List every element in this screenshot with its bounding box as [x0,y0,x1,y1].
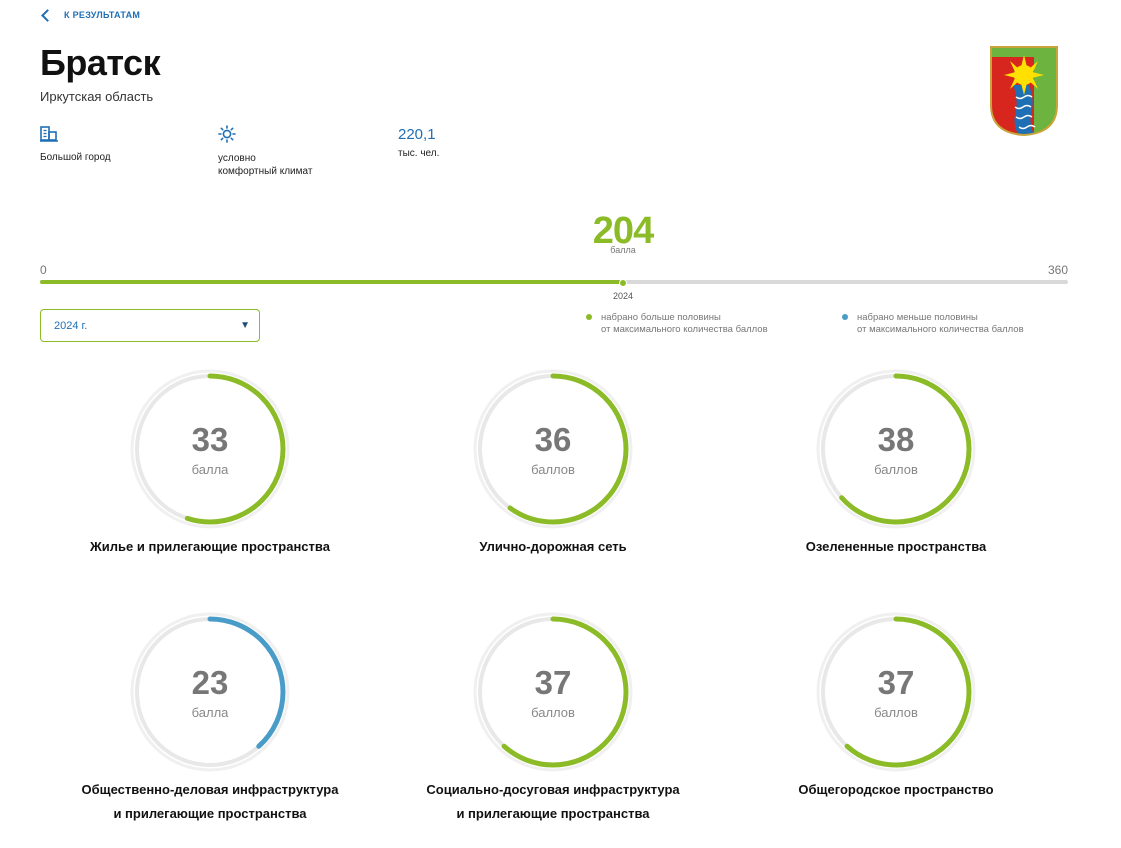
year-marker-label: 2024 [612,291,634,301]
chevron-left-icon [41,8,54,22]
category-title-line2: и прилегающие пространства [456,806,650,821]
population-unit: тыс. чел. [398,148,440,159]
category-score-value: 23 [191,664,229,701]
legend-below-line2: от максимального количества баллов [857,324,1024,335]
category-score-unit: баллов [874,705,918,720]
page-title: Братск [40,42,161,83]
category-score-value: 37 [877,664,915,701]
climate-label-line1: условно [218,153,256,164]
sun-icon [218,125,236,143]
category-title-line1: Улично-дорожная сеть [479,539,627,554]
city-size-fact: Большой город [40,126,111,164]
score-ring-graphic [130,369,290,529]
category-score-ring[interactable]: 33 балла [130,369,290,529]
category-score-value: 37 [534,664,572,701]
category-score-ring[interactable]: 37 баллов [473,612,633,772]
category-score-ring[interactable]: 38 баллов [816,369,976,529]
back-link-label: К РЕЗУЛЬТАТАМ [64,10,141,20]
back-to-results-link[interactable]: К РЕЗУЛЬТАТАМ [40,8,141,22]
category-score-unit: балла [191,705,229,720]
city-emblem [990,46,1058,137]
category-title-line1: Общегородское пространство [798,782,994,797]
category-score-unit: баллов [531,462,575,477]
ring-progress-arc [477,616,629,768]
legend-below-half: набрано меньше половины от максимального… [842,312,1082,340]
city-size-label: Большой город [40,152,111,163]
legend-above-line1: набрано больше половины [601,312,721,323]
category-title: Социально-досуговая инфраструктура и прил… [393,778,713,826]
category-score-ring[interactable]: 36 баллов [473,369,633,529]
scale-min-label: 0 [40,263,47,277]
category-title-line1: Жилье и прилегающие пространства [90,539,330,554]
climate-fact: условно комфортный климат [218,125,312,178]
total-score-unit: балла [610,245,636,255]
category-score-unit: баллов [531,705,575,720]
category-title: Озелененные пространства [736,535,1056,559]
category-title-line1: Социально-досуговая инфраструктура [426,782,680,797]
green-dot-icon [586,314,592,320]
ring-background [473,612,633,772]
year-select-value: 2024 г. [54,320,88,332]
score-ring-graphic [130,612,290,772]
ring-background [816,369,976,529]
category-score-value: 36 [534,421,572,458]
scale-max-label: 360 [1047,263,1068,277]
ring-progress-arc [477,373,629,525]
dropdown-arrow-icon: ▼ [240,320,250,331]
category-title-line1: Общественно-деловая инфраструктура [81,782,339,797]
region-label: Иркутская область [40,89,154,104]
category-score-value: 38 [877,421,915,458]
category-title-line1: Озелененные пространства [805,539,987,554]
category-score-value: 33 [191,421,229,458]
ring-background [130,369,290,529]
legend-below-line1: набрано меньше половины [857,312,978,323]
climate-label-line2: комфортный климат [218,166,313,177]
building-icon [40,126,58,142]
score-progress-fill [40,280,623,284]
ring-progress-arc [820,373,972,525]
category-title: Общественно-деловая инфраструктура и прил… [50,778,370,826]
category-title: Общегородское пространство [736,778,1056,802]
ring-progress-arc [134,373,286,525]
year-marker[interactable] [619,279,627,287]
ring-background [130,612,290,772]
category-title: Жилье и прилегающие пространства [50,535,370,559]
ring-background [816,612,976,772]
score-ring-graphic [473,369,633,529]
ring-background [473,369,633,529]
category-title: Улично-дорожная сеть [393,535,713,559]
category-score-ring[interactable]: 37 баллов [816,612,976,772]
category-score-ring[interactable]: 23 балла [130,612,290,772]
category-title-line2: и прилегающие пространства [113,806,307,821]
legend-above-line2: от максимального количества баллов [601,324,768,335]
blue-dot-icon [842,314,848,320]
legend-above-half: набрано больше половины от максимального… [586,312,826,340]
ring-progress-arc [134,616,286,768]
score-ring-graphic [816,369,976,529]
ring-progress-arc [820,616,972,768]
category-score-unit: балла [191,462,229,477]
population-value: 220,1 [398,126,436,143]
score-ring-graphic [473,612,633,772]
year-select[interactable]: 2024 г. ▼ [40,309,260,342]
score-ring-graphic [816,612,976,772]
total-score: 204 [592,210,654,252]
category-score-unit: баллов [874,462,918,477]
